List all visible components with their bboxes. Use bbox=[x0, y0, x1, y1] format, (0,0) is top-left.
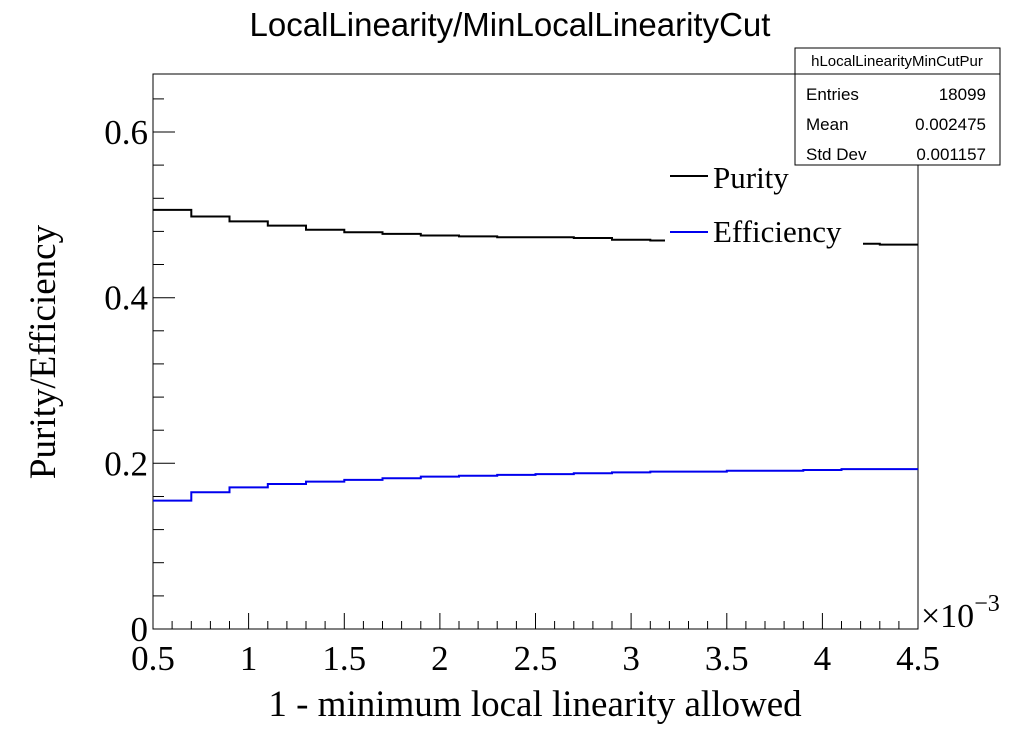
legend: Purity Efficiency bbox=[665, 150, 863, 260]
y-tick-label: 0.2 bbox=[104, 444, 148, 483]
stats-entries-value: 18099 bbox=[939, 85, 986, 104]
legend-label-efficiency: Efficiency bbox=[713, 214, 842, 249]
chart-title: LocalLinearity/MinLocalLinearityCut bbox=[250, 6, 771, 43]
x-tick-label: 3 bbox=[622, 639, 640, 678]
x-tick-label: 4.5 bbox=[896, 639, 940, 678]
stats-box-frame bbox=[794, 47, 1001, 166]
x-tick-label: 2.5 bbox=[514, 639, 558, 678]
y-axis-ticks bbox=[153, 98, 175, 630]
y-tick-label: 0.4 bbox=[104, 279, 148, 318]
stats-entries-label: Entries bbox=[806, 85, 859, 104]
x-tick-label: 4 bbox=[814, 639, 832, 678]
series-line-efficiency bbox=[153, 468, 918, 502]
legend-label-purity: Purity bbox=[713, 160, 789, 195]
x-tick-label: 1.5 bbox=[322, 639, 366, 678]
y-tick-label: 0.6 bbox=[104, 113, 148, 152]
x-tick-label: 0.5 bbox=[131, 639, 175, 678]
stats-stddev-value: 0.001157 bbox=[916, 145, 986, 164]
x-axis-tick-labels: 0.5 1 1.5 2 2.5 3 3.5 4 4.5 bbox=[131, 639, 940, 678]
y-axis-label: Purity/Efficiency bbox=[23, 224, 64, 479]
stats-box-title: hLocalLinearityMinCutPur bbox=[811, 53, 983, 70]
stats-box: hLocalLinearityMinCutPur Entries 18099 M… bbox=[794, 47, 1001, 166]
stats-stddev-label: Std Dev bbox=[806, 145, 867, 164]
x-tick-label: 1 bbox=[240, 639, 258, 678]
x-tick-label: 3.5 bbox=[705, 639, 749, 678]
legend-background bbox=[665, 150, 863, 260]
x-axis-multiplier: ×10−3 bbox=[921, 591, 1000, 635]
stats-mean-value: 0.002475 bbox=[915, 115, 986, 134]
x-axis-ticks bbox=[152, 613, 919, 629]
x-tick-label: 2 bbox=[431, 639, 449, 678]
stats-mean-label: Mean bbox=[806, 115, 849, 134]
y-axis-tick-labels: 0 0.2 0.4 0.6 bbox=[104, 113, 148, 649]
y-tick-label: 0 bbox=[131, 610, 149, 649]
x-axis-label: 1 - minimum local linearity allowed bbox=[268, 684, 802, 725]
